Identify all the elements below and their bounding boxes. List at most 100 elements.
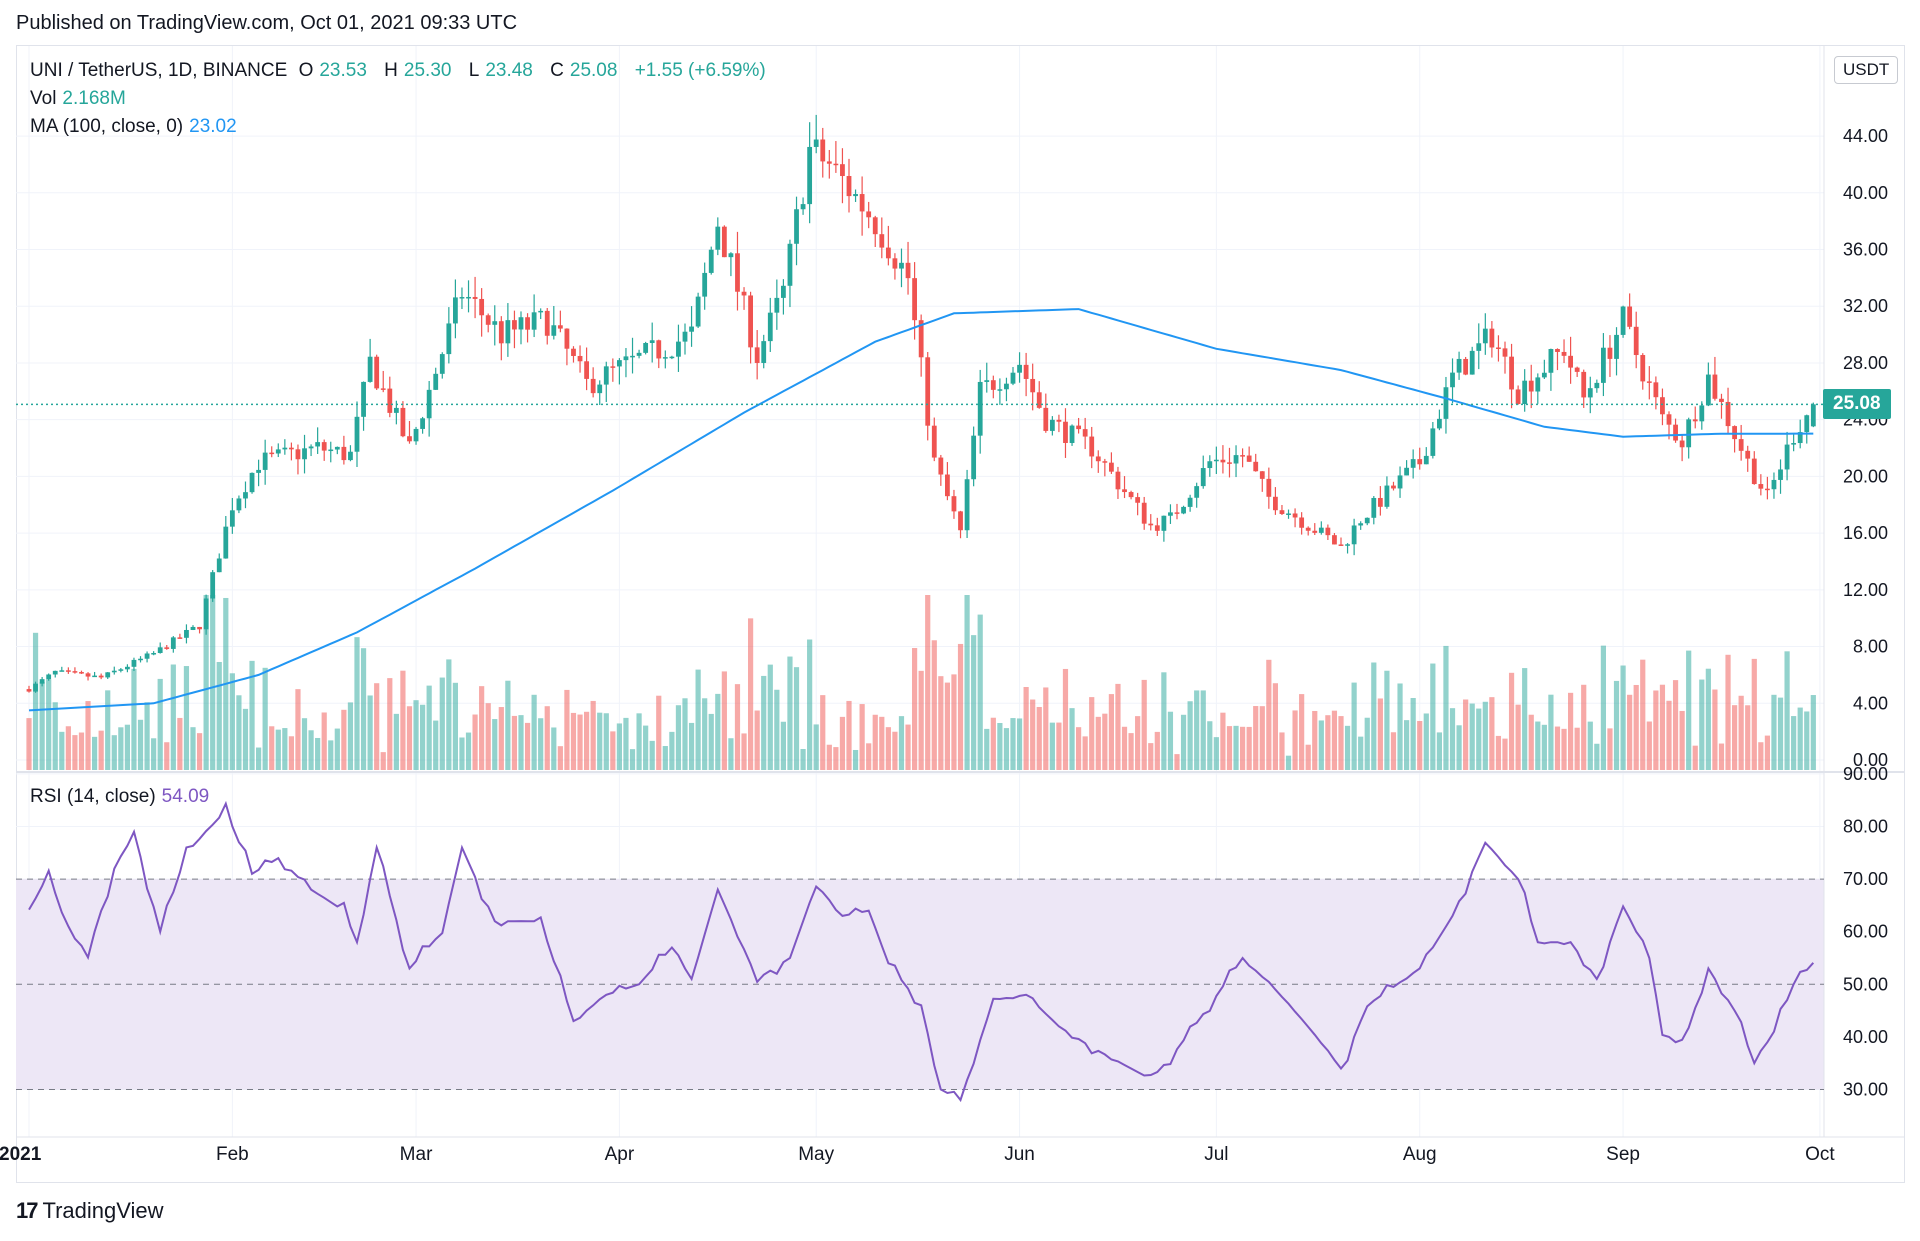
candle-body: [1358, 523, 1364, 526]
volume-bar: [164, 742, 170, 770]
candle-body: [1371, 497, 1377, 518]
price-tick-label: 36.00: [1843, 240, 1888, 260]
candle-body: [98, 675, 104, 678]
candle: [59, 666, 65, 672]
candle: [1745, 445, 1751, 472]
volume-bar: [406, 706, 413, 770]
volume-bar: [39, 681, 45, 770]
candle-body: [551, 325, 557, 336]
volume-bar: [774, 689, 780, 770]
volume-bar: [1397, 683, 1403, 770]
candle-body: [767, 312, 773, 342]
volume-bar: [590, 700, 596, 770]
volume-bar: [866, 743, 872, 770]
candle-body: [79, 672, 84, 674]
candle: [144, 651, 150, 663]
candle-body: [538, 310, 544, 313]
volume-bar: [1705, 668, 1711, 770]
volume-bar: [26, 718, 32, 770]
candle: [1541, 359, 1547, 379]
price-tick-label: 32.00: [1843, 296, 1888, 316]
brand-footer[interactable]: 17 TradingView: [16, 1198, 164, 1224]
volume-bar: [288, 736, 294, 770]
candle: [826, 149, 832, 179]
candle-body: [1095, 456, 1101, 462]
currency-button[interactable]: USDT: [1834, 56, 1899, 84]
candle: [1023, 352, 1029, 397]
candles: [26, 114, 1816, 693]
volume-bar: [1738, 695, 1744, 770]
candle-body: [1332, 535, 1337, 545]
candle: [1476, 323, 1482, 370]
volume-bar: [315, 737, 321, 770]
volume-bar: [780, 721, 786, 770]
candle: [1233, 445, 1239, 478]
volume-bar: [1089, 697, 1095, 770]
candle-body: [879, 234, 885, 248]
volume-bar: [1325, 715, 1331, 770]
candle: [1705, 362, 1711, 407]
time-tick-label: Aug: [1403, 1144, 1437, 1165]
candle: [203, 594, 209, 635]
candle: [289, 442, 294, 461]
candle: [164, 644, 170, 650]
volume-bar: [1771, 694, 1777, 770]
candle: [1135, 492, 1141, 516]
symbol-label[interactable]: UNI / TetherUS, 1D, BINANCE: [30, 60, 288, 81]
candle: [295, 444, 301, 475]
volume-bar: [1207, 721, 1213, 770]
volume-bar: [1627, 694, 1633, 770]
volume-bar: [577, 714, 583, 770]
volume-bar: [374, 683, 380, 770]
candle-body: [1705, 374, 1711, 406]
candle-body: [1515, 389, 1521, 404]
volume-bar: [892, 731, 898, 770]
candle-body: [498, 321, 504, 344]
volume-bar: [1489, 697, 1495, 770]
volume-bar: [1804, 711, 1810, 770]
candle-body: [46, 674, 52, 680]
volume-bar: [1745, 705, 1751, 770]
candle-body: [1587, 388, 1593, 398]
rsi-tick-label: 60.00: [1843, 922, 1888, 942]
candle-body: [354, 416, 360, 452]
volume-bar: [682, 698, 688, 770]
volume-bar: [177, 717, 183, 770]
volume-bar: [1640, 659, 1646, 770]
volume-bar: [898, 716, 905, 770]
candle-body: [918, 320, 924, 358]
volume-bar: [695, 669, 701, 770]
ma-label: MA (100, close, 0): [30, 116, 184, 137]
candle: [1594, 379, 1600, 393]
volume-bar: [1010, 718, 1016, 770]
candle-body: [72, 671, 78, 673]
candle-body: [439, 354, 445, 374]
volume-bar: [1613, 680, 1620, 770]
candle: [269, 446, 275, 458]
candle: [1469, 346, 1475, 375]
candle-body: [977, 381, 983, 436]
candle-body: [1614, 334, 1619, 359]
candle: [1194, 482, 1200, 508]
volume-bar: [1797, 707, 1803, 770]
candle-body: [603, 366, 609, 385]
candle: [216, 553, 222, 573]
candle-body: [1574, 367, 1580, 372]
candle-body: [840, 164, 845, 177]
candle: [1660, 388, 1665, 426]
candle: [39, 677, 45, 687]
candle-body: [597, 384, 603, 394]
volume-bar: [1167, 711, 1174, 770]
candle: [1482, 313, 1488, 355]
volume-bar: [459, 737, 465, 770]
volume-bar: [360, 648, 367, 770]
candle-body: [938, 457, 944, 475]
candle-body: [1469, 350, 1475, 375]
candle-body: [1207, 461, 1213, 469]
volume-bar: [1410, 698, 1416, 770]
candle-body: [564, 328, 570, 349]
candle-body: [157, 647, 163, 654]
volume-bar: [734, 684, 741, 770]
candle-body: [1279, 510, 1285, 514]
